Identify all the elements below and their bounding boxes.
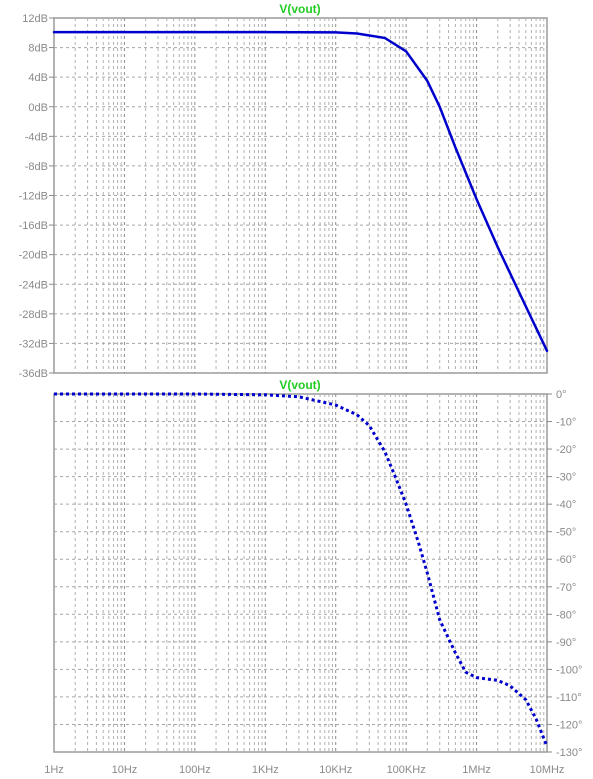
xtick-label: 1KHz (252, 764, 279, 776)
magnitude-trace[interactable] (52, 30, 549, 353)
phase-grid (54, 394, 547, 752)
magnitude-ytick-label: 4dB (28, 72, 48, 84)
phase-ytick-label: -90° (556, 637, 576, 649)
xtick-label: 10KHz (319, 764, 352, 776)
magnitude-y-axis: 12dB 8dB 4dB 0dB -4dB -8dB -12dB -16dB -20dB -24d… (19, 13, 54, 380)
magnitude-trace-title[interactable]: V(vout) (279, 2, 320, 16)
phase-ytick-label: -40° (556, 499, 576, 511)
xtick-label: 1MHz (462, 764, 491, 776)
phase-ytick-label: -120° (556, 719, 582, 731)
magnitude-ytick-label: 8dB (28, 43, 48, 55)
phase-ytick-label: -60° (556, 554, 576, 566)
magnitude-ytick-label: 12dB (22, 13, 48, 25)
phase-ytick-label: -20° (556, 444, 576, 456)
xtick-label: 10MHz (530, 764, 565, 776)
magnitude-ytick-label: 0dB (28, 102, 48, 114)
phase-trace[interactable] (54, 392, 549, 748)
phase-ytick-label: -100° (556, 664, 582, 676)
magnitude-ytick-label: -4dB (25, 131, 48, 143)
magnitude-ytick-label: -8dB (25, 161, 48, 173)
magnitude-grid (54, 18, 547, 373)
phase-ytick-label: -30° (556, 472, 576, 484)
phase-ytick-label: -10° (556, 417, 576, 429)
xtick-label: 1Hz (44, 764, 64, 776)
phase-ytick-label: 0° (556, 389, 567, 401)
magnitude-panel: V(vout) 12dB 8dB 4dB 0dB -4dB -8dB -12dB -16dB -… (19, 2, 549, 380)
phase-trace-line[interactable] (54, 392, 549, 748)
frequency-x-axis: 1Hz 10Hz 100Hz 1KHz 10KHz 100KHz 1MHz 10MHz (44, 764, 564, 776)
phase-y-axis: 0° -10° -20° -30° -40° -50° -60° -70° -80° -90° -1… (547, 389, 582, 759)
magnitude-ytick-label: -20dB (19, 250, 48, 262)
magnitude-trace-line[interactable] (52, 30, 549, 353)
magnitude-ytick-label: -36dB (19, 368, 48, 380)
magnitude-ytick-label: -12dB (19, 191, 48, 203)
magnitude-ytick-label: -24dB (19, 279, 48, 291)
magnitude-ytick-label: -32dB (19, 338, 48, 350)
xtick-label: 100KHz (387, 764, 426, 776)
xtick-label: 10Hz (112, 764, 138, 776)
phase-ytick-label: -80° (556, 609, 576, 621)
phase-trace-title[interactable]: V(vout) (279, 378, 320, 392)
xtick-label: 100Hz (179, 764, 211, 776)
phase-panel: V(vout) 0° -10° -20° -30° -40° -50° -60° -70° -8… (44, 378, 582, 776)
phase-plot-frame (53, 393, 548, 753)
phase-ytick-label: -130° (556, 747, 582, 759)
phase-ytick-label: -50° (556, 527, 576, 539)
magnitude-ytick-label: -16dB (19, 220, 48, 232)
magnitude-ytick-label: -28dB (19, 309, 48, 321)
phase-ytick-label: -70° (556, 582, 576, 594)
phase-ytick-label: -110° (556, 692, 582, 704)
